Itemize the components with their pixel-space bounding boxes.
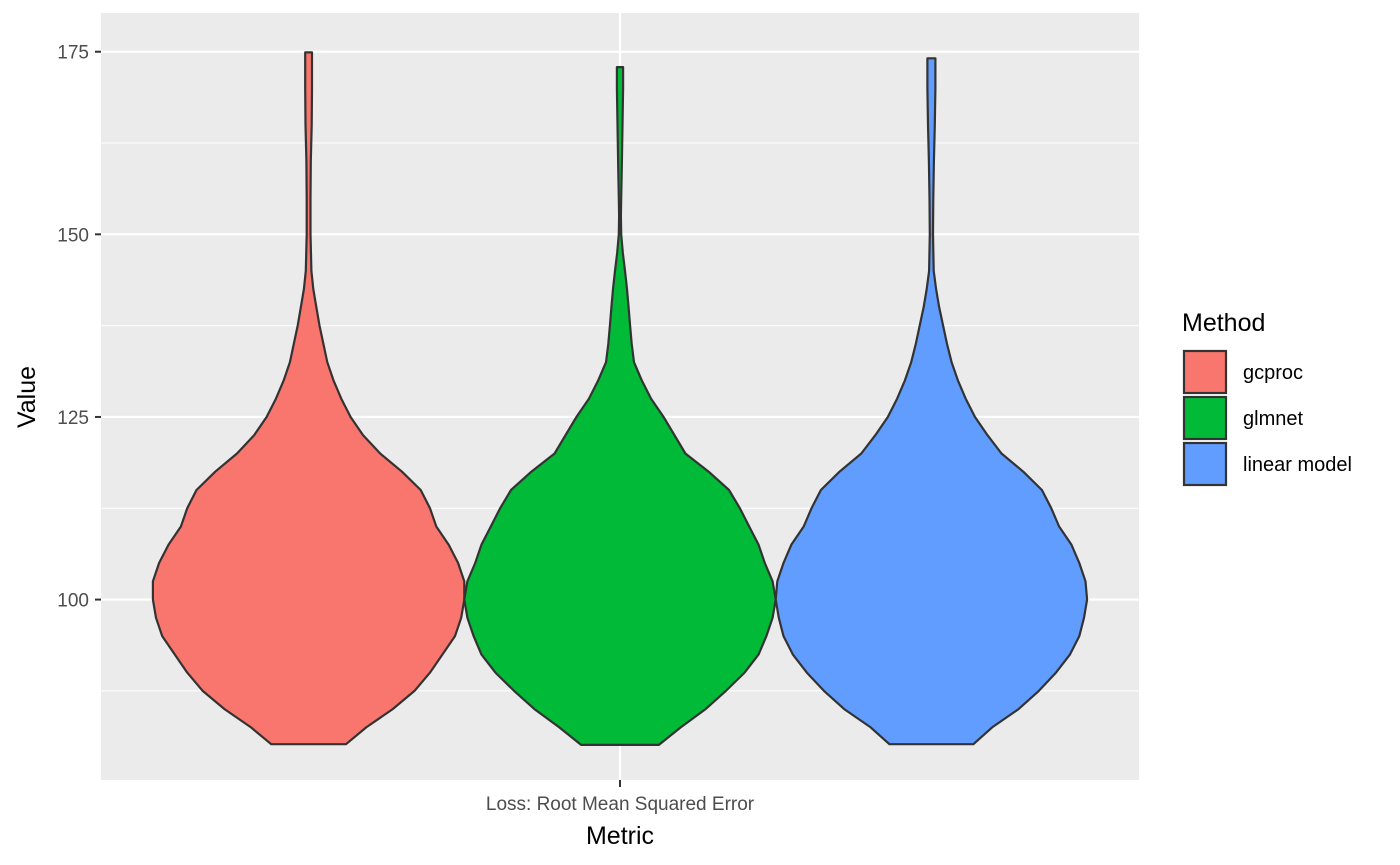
x-axis: Loss: Root Mean Squared Error xyxy=(486,780,755,815)
x-axis-title: Metric xyxy=(586,822,654,850)
legend-items: gcproc glmnet linear model xyxy=(1182,349,1352,487)
y-axis: 100 125 150 175 xyxy=(57,43,101,612)
legend-key xyxy=(1182,349,1228,395)
legend-label: linear model xyxy=(1243,454,1352,476)
y-axis-title: Value xyxy=(13,366,41,428)
y-tick-label: 100 xyxy=(57,591,89,612)
y-tick-label: 175 xyxy=(57,43,89,64)
y-tick-label: 150 xyxy=(57,225,89,246)
violin-glmnet xyxy=(463,66,777,746)
legend: Method gcproc glmnet linear model xyxy=(1182,309,1352,487)
violin-gcproc xyxy=(151,51,466,746)
violin-linear-model xyxy=(774,57,1089,746)
legend-key xyxy=(1182,441,1228,487)
x-tick-label: Loss: Root Mean Squared Error xyxy=(486,794,755,815)
legend-label: glmnet xyxy=(1243,408,1303,430)
y-tick-label: 125 xyxy=(57,408,89,429)
violins xyxy=(151,51,1089,746)
legend-title: Method xyxy=(1182,309,1265,337)
legend-key xyxy=(1182,395,1228,441)
legend-label: gcproc xyxy=(1243,362,1303,384)
